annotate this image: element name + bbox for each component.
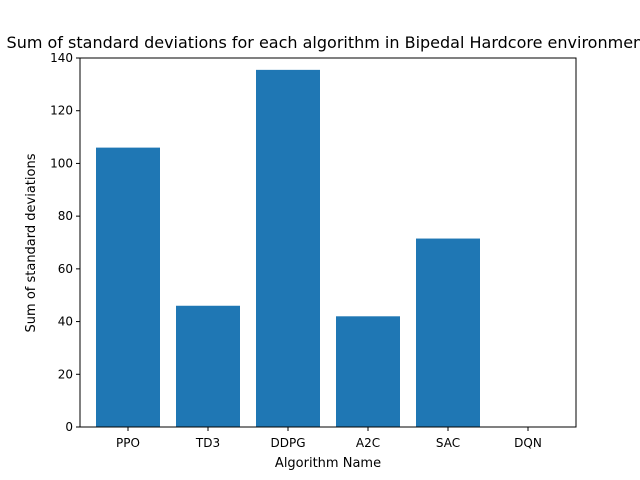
y-tick-label: 20 — [58, 367, 73, 381]
chart-title: Sum of standard deviations for each algo… — [7, 33, 640, 52]
y-tick-label: 0 — [65, 420, 73, 434]
y-axis-label: Sum of standard deviations — [24, 153, 39, 332]
bar-ddpg — [256, 69, 320, 427]
bar-a2c — [336, 316, 400, 427]
x-tick-label-sac: SAC — [436, 436, 460, 450]
y-tick-label: 120 — [50, 104, 73, 118]
x-axis-ticks: PPO TD3 DDPG A2C SAC DQN — [116, 427, 542, 450]
x-tick-label-a2c: A2C — [356, 436, 380, 450]
bar-ppo — [96, 147, 160, 427]
bar-td3 — [176, 305, 240, 427]
y-tick-label: 80 — [58, 209, 73, 223]
y-axis-ticks: 0 20 40 60 80 100 120 140 — [50, 51, 80, 434]
y-tick-label: 40 — [58, 315, 73, 329]
bar-sac — [416, 238, 480, 427]
plot-area-frame — [79, 57, 577, 428]
x-tick-label-dqn: DQN — [514, 436, 542, 450]
bars-layer — [96, 69, 480, 427]
y-tick-label: 60 — [58, 262, 73, 276]
y-tick-label: 100 — [50, 156, 73, 170]
x-axis-label: Algorithm Name — [275, 456, 381, 471]
x-tick-label-ddpg: DDPG — [270, 436, 305, 450]
x-tick-label-ppo: PPO — [116, 436, 140, 450]
y-tick-label: 140 — [50, 51, 73, 65]
x-tick-label-td3: TD3 — [195, 436, 220, 450]
